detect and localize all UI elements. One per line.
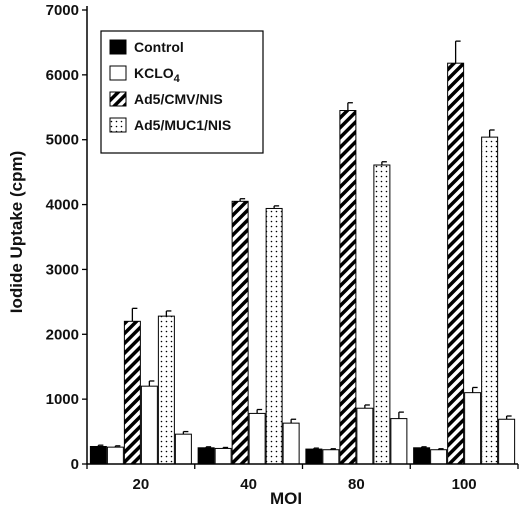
bar-4-1 bbox=[265, 207, 283, 465]
legend-swatch-1 bbox=[109, 65, 127, 81]
bar-5-3 bbox=[498, 418, 516, 465]
legend-label-2: Ad5/CMV/NIS bbox=[134, 91, 223, 107]
x-tick-label-0: 20 bbox=[133, 476, 150, 493]
y-tick-label-2: 2000 bbox=[46, 326, 79, 343]
y-tick-label-7: 7000 bbox=[46, 2, 79, 19]
bar-4-2 bbox=[373, 164, 391, 465]
bars-group bbox=[89, 62, 516, 465]
y-tick-label-3: 3000 bbox=[46, 261, 79, 278]
bar-1-2 bbox=[322, 449, 340, 465]
bar-1-3 bbox=[430, 449, 448, 465]
y-tick-label-6: 6000 bbox=[46, 67, 79, 84]
legend-swatch-4 bbox=[109, 117, 127, 133]
legend-swatch-2 bbox=[109, 91, 127, 107]
bar-0-0 bbox=[89, 445, 107, 465]
bar-0-2 bbox=[305, 448, 323, 465]
bar-4-0 bbox=[157, 315, 175, 465]
bar-3-2 bbox=[356, 407, 374, 465]
error-bars-group bbox=[97, 40, 512, 450]
x-tick-label-3: 100 bbox=[452, 476, 477, 493]
legend-label-0: Control bbox=[134, 39, 184, 55]
legend-swatch-0 bbox=[109, 39, 127, 55]
bar-2-1 bbox=[231, 200, 249, 465]
bar-0-3 bbox=[413, 447, 431, 465]
bar-1-0 bbox=[106, 446, 124, 465]
legend-label-4: Ad5/MUC1/NIS bbox=[134, 117, 231, 133]
bar-3-3 bbox=[464, 392, 482, 465]
legend-label-1: KCLO4 bbox=[134, 65, 181, 85]
bar-2-0 bbox=[123, 320, 141, 465]
legend-box bbox=[100, 30, 264, 154]
bar-0-1 bbox=[197, 447, 215, 465]
x-tick-label-2: 80 bbox=[348, 476, 365, 493]
bar-5-0 bbox=[174, 433, 192, 465]
bar-2-2 bbox=[339, 110, 357, 465]
bar-5-2 bbox=[390, 418, 408, 465]
x-axis-title: MOI bbox=[270, 489, 302, 508]
bar-2-3 bbox=[447, 62, 465, 465]
y-axis-title: Iodide Uptake (cpm) bbox=[7, 151, 26, 313]
x-tick-label-1: 40 bbox=[240, 476, 257, 493]
bar-1-1 bbox=[214, 447, 232, 465]
y-tick-label-1: 1000 bbox=[46, 391, 79, 408]
bar-3-0 bbox=[140, 385, 158, 465]
y-tick-label-0: 0 bbox=[71, 456, 79, 473]
bar-4-3 bbox=[481, 136, 499, 465]
legend: Control KCLO4 Ad5/CMV/NIS Ad5/MUC1/NIS bbox=[100, 30, 264, 154]
bar-3-1 bbox=[248, 412, 266, 465]
y-tick-label-4: 4000 bbox=[46, 197, 79, 214]
y-tick-label-5: 5000 bbox=[46, 132, 79, 149]
bar-5-1 bbox=[282, 422, 300, 465]
